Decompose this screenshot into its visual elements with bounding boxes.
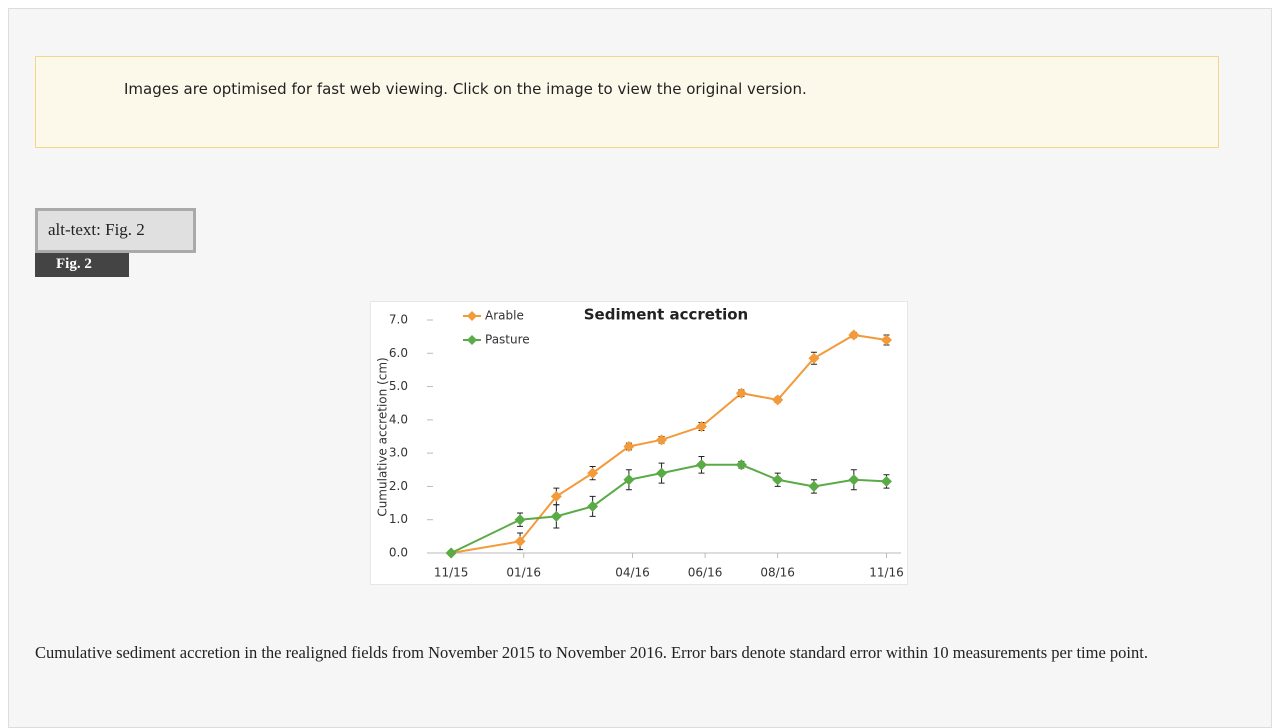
data-point <box>735 387 747 399</box>
data-point <box>772 474 784 486</box>
chart[interactable]: Sediment accretion Cumulative accretion … <box>370 301 908 585</box>
data-point <box>695 421 707 433</box>
data-point <box>550 510 562 522</box>
data-point <box>808 480 820 492</box>
y-tick-label: 3.0 <box>389 446 408 460</box>
chart-title: Sediment accretion <box>584 306 749 324</box>
series-line <box>450 333 887 554</box>
data-point <box>623 440 635 452</box>
data-point <box>808 352 820 364</box>
legend-label: Pasture <box>485 333 530 347</box>
y-axis-label: Cumulative accretion (cm) <box>376 357 390 516</box>
data-point <box>656 467 668 479</box>
data-point <box>695 459 707 471</box>
x-tick-label: 06/16 <box>688 566 723 580</box>
data-point <box>735 459 747 471</box>
y-tick-label: 0.0 <box>389 546 408 560</box>
data-point <box>623 474 635 486</box>
y-tick-label: 2.0 <box>389 479 408 493</box>
alt-text: alt-text: Fig. 2 <box>35 208 196 253</box>
data-point <box>445 547 457 559</box>
data-point <box>514 535 526 547</box>
x-tick-label: 01/16 <box>506 566 541 580</box>
data-point <box>880 334 892 346</box>
legend-marker <box>467 335 477 345</box>
notice-text: Images are optimised for fast web viewin… <box>124 80 807 98</box>
data-point <box>587 500 599 512</box>
data-point <box>880 475 892 487</box>
data-point <box>656 434 668 446</box>
data-point <box>550 490 562 502</box>
caption: Cumulative sediment accretion in the rea… <box>35 643 1148 662</box>
y-tick-label: 7.0 <box>389 313 408 327</box>
data-point <box>587 467 599 479</box>
data-point <box>514 514 526 526</box>
data-point <box>772 394 784 406</box>
legend-marker <box>467 311 477 321</box>
series-line <box>450 463 887 554</box>
notice-box: Images are optimised for fast web viewin… <box>35 56 1219 148</box>
y-tick-label: 5.0 <box>389 379 408 393</box>
x-tick-label: 04/16 <box>615 566 650 580</box>
y-tick-label: 6.0 <box>389 346 408 360</box>
x-tick-label: 11/15 <box>434 566 469 580</box>
y-tick-label: 1.0 <box>389 512 408 526</box>
data-point <box>848 329 860 341</box>
x-tick-label: 11/16 <box>869 566 904 580</box>
data-point <box>848 474 860 486</box>
x-tick-label: 08/16 <box>760 566 795 580</box>
legend-label: Arable <box>485 309 524 323</box>
y-tick-label: 4.0 <box>389 412 408 426</box>
figure-label: Fig. 2 <box>35 253 129 277</box>
